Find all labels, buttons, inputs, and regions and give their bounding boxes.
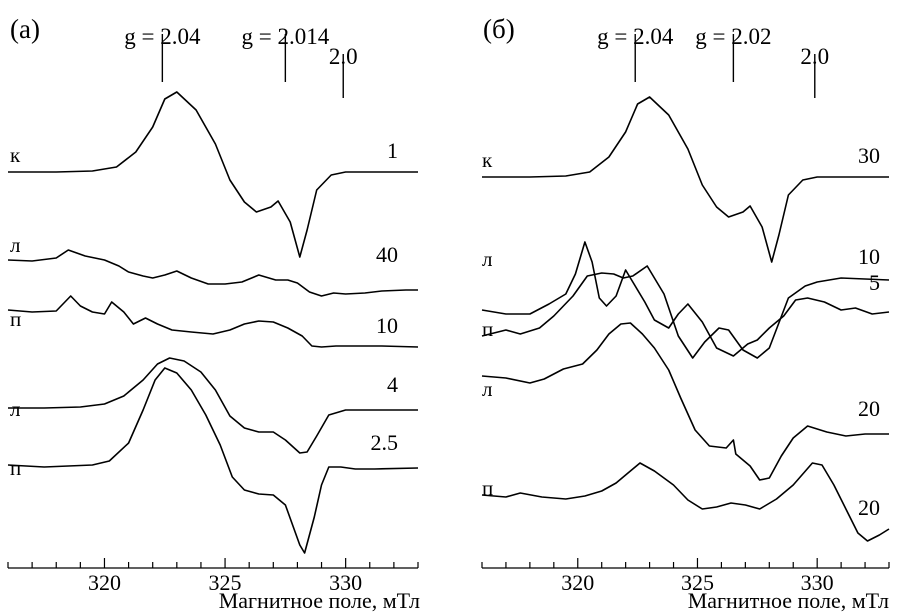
x-axis-title: Магнитное поле, мТл: [688, 588, 889, 613]
trace-label: п: [10, 307, 21, 331]
gain-label: 2.5: [371, 430, 399, 455]
panel-label: (a): [10, 14, 40, 44]
trace-label: к: [482, 148, 493, 172]
trace-label: п: [482, 476, 493, 500]
spectrum-trace: [8, 91, 418, 258]
spectrum-trace: [7, 249, 418, 297]
panel-label: (б): [483, 14, 515, 44]
x-tick-label: 320: [561, 570, 594, 595]
gain-label: 30: [858, 143, 880, 168]
spectrum-trace: [8, 357, 418, 454]
gain-label: 20: [858, 495, 880, 520]
x-axis-title: Магнитное поле, мТл: [219, 588, 420, 613]
gain-label: 10: [858, 244, 880, 269]
x-tick-label: 330: [329, 570, 362, 595]
spectrum-trace: [481, 265, 890, 359]
gain-label: 10: [376, 313, 398, 338]
gain-label: 20: [858, 396, 880, 421]
spectrum-trace: [481, 462, 890, 542]
trace-label: л: [482, 377, 492, 401]
spectrum-trace: [7, 295, 419, 348]
gain-label: 40: [376, 242, 398, 267]
x-tick-label: 325: [681, 570, 714, 595]
x-tick-label: 330: [801, 570, 834, 595]
x-tick-label: 320: [88, 570, 121, 595]
trace-label: л: [10, 397, 20, 421]
spectrum-trace: [482, 96, 889, 263]
trace-label: к: [10, 143, 21, 167]
trace-label: п: [482, 317, 493, 341]
gain-label: 1: [387, 138, 398, 163]
gain-label: 4: [387, 372, 398, 397]
trace-label: п: [10, 456, 21, 480]
x-tick-label: 325: [209, 570, 242, 595]
trace-label: л: [10, 233, 20, 257]
spectrum-trace: [481, 322, 889, 481]
trace-label: л: [482, 247, 492, 271]
spectrum-trace: [7, 367, 419, 554]
gain-label: 5: [869, 270, 880, 295]
spectrum-trace: [481, 241, 890, 357]
